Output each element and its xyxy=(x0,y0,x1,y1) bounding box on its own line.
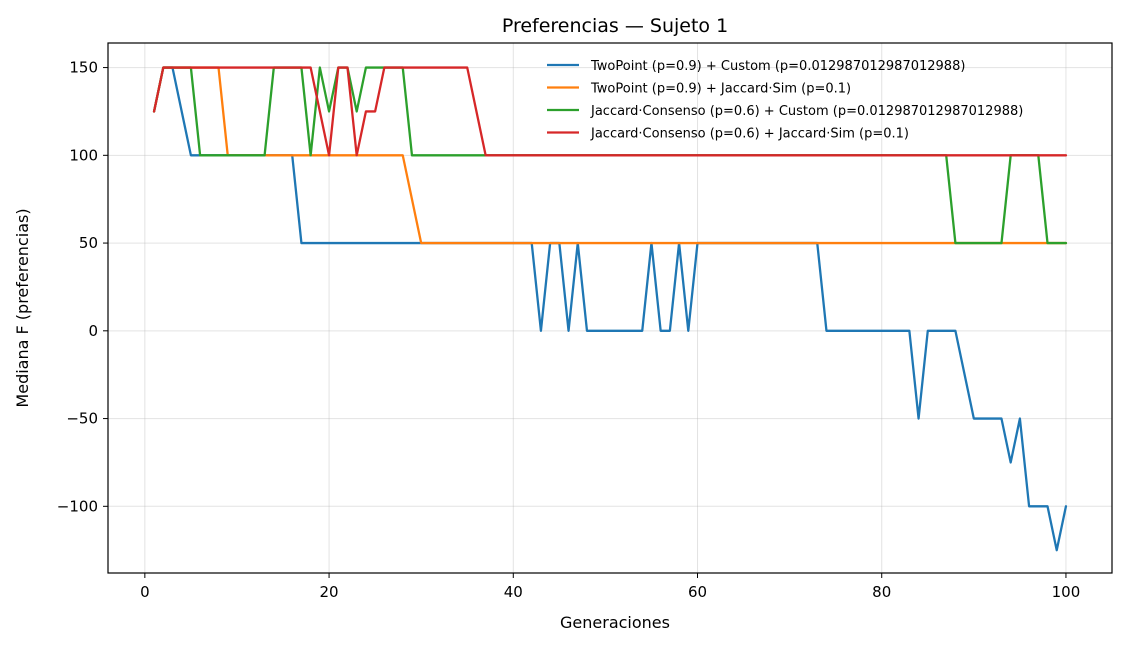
y-tick-label: 50 xyxy=(79,234,98,252)
y-tick-label: −100 xyxy=(57,497,98,515)
x-tick-label: 40 xyxy=(504,583,523,601)
y-tick-label: 150 xyxy=(69,59,98,77)
legend-label-1: TwoPoint (p=0.9) + Custom (p=0.012987012… xyxy=(590,59,965,74)
x-axis: 0 20 40 60 80 100 xyxy=(140,573,1080,601)
x-tick-label: 100 xyxy=(1052,583,1081,601)
y-tick-label: −50 xyxy=(66,410,98,428)
y-tick-label: 0 xyxy=(88,322,98,340)
y-axis-label: Mediana F (preferencias) xyxy=(13,208,32,407)
y-tick-label: 100 xyxy=(69,146,98,164)
series-line-4 xyxy=(152,66,1068,157)
x-tick-label: 20 xyxy=(320,583,339,601)
series-line-3 xyxy=(152,66,1068,245)
series-layer xyxy=(152,66,1068,552)
legend: TwoPoint (p=0.9) + Custom (p=0.012987012… xyxy=(547,59,1023,142)
x-axis-label: Generaciones xyxy=(560,613,670,632)
legend-label-2: TwoPoint (p=0.9) + Jaccard·Sim (p=0.1) xyxy=(590,82,851,97)
x-tick-label: 60 xyxy=(688,583,707,601)
grid-layer xyxy=(108,43,1112,573)
x-tick-label: 0 xyxy=(140,583,150,601)
x-tick-label: 80 xyxy=(872,583,891,601)
chart-title: Preferencias — Sujeto 1 xyxy=(502,15,728,37)
y-axis: −100 −50 0 50 100 150 xyxy=(57,59,108,515)
series-line-1 xyxy=(152,66,1068,552)
plot-frame xyxy=(107,42,1113,574)
legend-label-4: Jaccard·Consenso (p=0.6) + Jaccard·Sim (… xyxy=(590,127,909,142)
legend-label-3: Jaccard·Consenso (p=0.6) + Custom (p=0.0… xyxy=(590,104,1023,119)
